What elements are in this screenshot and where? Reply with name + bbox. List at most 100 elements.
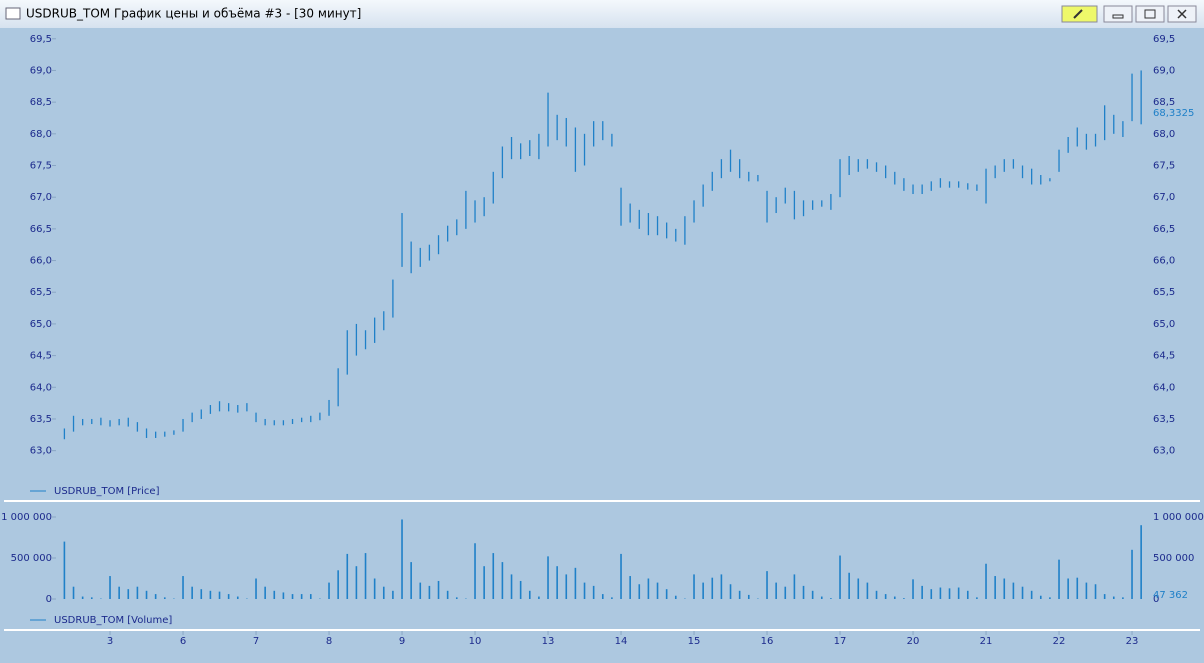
volume-bar	[620, 554, 622, 599]
volume-bar	[593, 586, 595, 599]
volume-bar	[1076, 578, 1078, 599]
volume-bar	[912, 579, 914, 599]
volume-bar	[638, 584, 640, 599]
y-tick-label-right: 64,0	[1153, 382, 1175, 393]
volume-bar	[502, 562, 504, 599]
x-tick-label: 23	[1126, 636, 1139, 647]
y-tick-label: 67,5	[30, 161, 52, 172]
volume-bar	[921, 586, 923, 599]
volume-bar	[1058, 560, 1060, 599]
volume-bar	[310, 594, 312, 599]
y-tick-label-right: 63,0	[1153, 446, 1175, 457]
volume-bar	[1113, 597, 1115, 599]
volume-bar	[164, 597, 166, 599]
volume-bar	[410, 562, 412, 599]
y-tick-label: 69,0	[30, 65, 52, 76]
y-tick-label: 68,0	[30, 129, 52, 140]
volume-bar	[876, 591, 878, 599]
volume-bar	[666, 589, 668, 599]
volume-bar	[675, 596, 677, 599]
volume-bar	[693, 574, 695, 599]
y-tick-label-right: 69,5	[1153, 34, 1175, 45]
current-value-label: 68,3325	[1153, 108, 1194, 119]
x-tick-label: 14	[615, 636, 628, 647]
volume-bar	[1022, 587, 1024, 599]
volume-bar	[994, 576, 996, 599]
volume-bar	[821, 597, 823, 599]
volume-bar	[976, 597, 978, 599]
volume-bar	[146, 591, 148, 599]
volume-bar	[264, 587, 266, 599]
current-value-label: 47 362	[1153, 590, 1188, 601]
volume-bar	[949, 588, 951, 599]
y-tick-label: 67,0	[30, 192, 52, 203]
volume-bar	[118, 587, 120, 599]
volume-bar	[739, 591, 741, 599]
x-tick-label: 20	[907, 636, 920, 647]
volume-bar	[721, 574, 723, 599]
y-tick-label: 66,0	[30, 256, 52, 267]
volume-bar	[985, 564, 987, 599]
volume-bar	[328, 583, 330, 599]
volume-bar	[483, 566, 485, 599]
x-tick-label: 3	[107, 636, 113, 647]
y-tick-label: 68,5	[30, 97, 52, 108]
volume-bar	[1140, 525, 1142, 599]
volume-bar	[419, 583, 421, 599]
y-tick-label-right: 66,0	[1153, 256, 1175, 267]
x-tick-label: 8	[326, 636, 332, 647]
volume-bar	[1067, 579, 1069, 600]
volume-bar	[301, 594, 303, 599]
y-tick-label: 1 000 000	[1, 512, 52, 523]
volume-bar	[848, 573, 850, 599]
minimize-button[interactable]	[1104, 6, 1132, 22]
maximize-button[interactable]	[1136, 6, 1164, 22]
y-tick-label: 64,5	[30, 351, 52, 362]
volume-bar	[784, 587, 786, 599]
volume-bar	[711, 578, 713, 599]
volume-bar	[1049, 597, 1051, 599]
volume-bar	[529, 591, 531, 599]
volume-bar	[1131, 550, 1133, 599]
volume-bar	[885, 594, 887, 599]
volume-bar	[958, 588, 960, 599]
volume-bar	[127, 589, 129, 599]
volume-bar	[210, 591, 212, 599]
volume-bar	[812, 591, 814, 599]
y-tick-label: 65,0	[30, 319, 52, 330]
volume-bar	[748, 595, 750, 599]
y-tick-label-right: 69,0	[1153, 65, 1175, 76]
volume-bar	[219, 592, 221, 599]
volume-bar	[930, 589, 932, 599]
y-tick-label: 69,5	[30, 34, 52, 45]
volume-bar	[1095, 584, 1097, 599]
y-tick-label-right: 63,5	[1153, 414, 1175, 425]
volume-bar	[137, 587, 139, 599]
volume-bar	[429, 586, 431, 599]
volume-bar	[365, 553, 367, 599]
link-button[interactable]	[1062, 6, 1097, 22]
volume-bar	[401, 519, 403, 599]
volume-bar	[657, 583, 659, 599]
x-tick-label: 6	[180, 636, 186, 647]
volume-bar	[346, 554, 348, 599]
volume-bar	[857, 579, 859, 600]
volume-bar	[1086, 583, 1088, 599]
y-tick-label: 65,5	[30, 287, 52, 298]
volume-bar	[556, 566, 558, 599]
x-tick-label: 7	[253, 636, 259, 647]
y-tick-label: 63,5	[30, 414, 52, 425]
volume-bar	[374, 579, 376, 600]
volume-bar	[940, 588, 942, 599]
volume-bar	[292, 594, 294, 599]
volume-bar	[730, 584, 732, 599]
window-title: USDRUB_TOM График цены и объёма #3 - [30…	[26, 7, 361, 21]
volume-bar	[337, 570, 339, 599]
y-tick-label-right: 500 000	[1153, 553, 1194, 564]
volume-bar	[191, 587, 193, 599]
volume-bar	[273, 591, 275, 599]
y-tick-label-right: 66,5	[1153, 224, 1175, 235]
